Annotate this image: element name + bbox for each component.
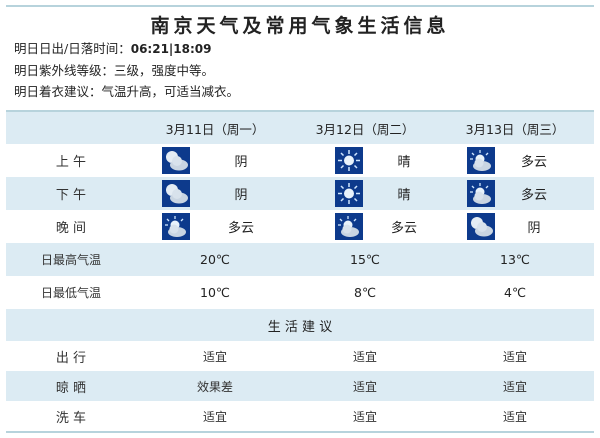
row-label: 下 午 — [55, 188, 87, 203]
row-label: 上 午 — [55, 155, 87, 170]
weather-text: 阴 — [234, 188, 248, 203]
row-morning: 上 午 阴 晴 多云 — [6, 144, 594, 177]
cloudy-icon — [162, 147, 190, 174]
weather-table: 3月11日（周一） 3月12日（周二） 3月13日（周三）上 午阴晴多云下 午阴晴多… — [6, 110, 594, 433]
advice-value: 适宜 — [352, 379, 377, 394]
weather-text: 晴 — [397, 155, 411, 170]
partly-cloudy-icon — [467, 180, 495, 207]
temp-value: 10℃ — [200, 285, 230, 300]
advice-header: 生 活 建 议 — [6, 309, 594, 341]
dress-info: 明日着衣建议：气温升高，可适当减衣。 — [14, 84, 240, 99]
weather-text: 阴 — [527, 221, 541, 236]
row-high: 日最高气温 20℃ 15℃ 13℃ — [6, 243, 594, 276]
cloudy-icon — [162, 180, 190, 207]
sun-value: 06:21|18:09 — [130, 42, 212, 56]
row-travel: 出 行 适宜 适宜 适宜 — [6, 341, 594, 371]
sunny-icon — [335, 147, 363, 174]
temp-value: 13℃ — [500, 252, 530, 267]
row-label: 出 行 — [55, 350, 87, 366]
row-label: 日最高气温 — [40, 253, 101, 267]
partly-cloudy-icon — [162, 213, 190, 240]
advice-title: 生 活 建 议 — [267, 319, 333, 335]
row-low: 日最低气温 10℃ 8℃ 4℃ — [6, 276, 594, 309]
page-title: 南京天气及常用气象生活信息 — [150, 15, 450, 37]
row-afternoon: 下 午 阴 晴 多云 — [6, 177, 594, 210]
advice-value: 适宜 — [352, 409, 377, 424]
row-carwash: 洗 车 适宜 适宜 适宜 — [6, 401, 594, 431]
weather-text: 多云 — [520, 155, 547, 170]
row-label: 晚 间 — [55, 221, 87, 236]
uv-info: 明日紫外线等级：三级，强度中等。 — [14, 63, 215, 78]
advice-value: 适宜 — [502, 349, 527, 364]
temp-value: 15℃ — [350, 252, 380, 267]
date-header: 3月13日（周三） — [465, 121, 565, 137]
weather-text: 多云 — [227, 221, 254, 236]
advice-value: 适宜 — [202, 409, 227, 424]
advice-value: 适宜 — [502, 409, 527, 424]
advice-value: 效果差 — [196, 379, 233, 394]
temp-value: 8℃ — [354, 285, 376, 300]
partly-cloudy-icon — [467, 147, 495, 174]
row-label: 晾 晒 — [55, 380, 87, 396]
sun-label: 明日日出/日落时间： — [14, 41, 131, 56]
partly-cloudy-icon — [335, 213, 363, 240]
row-evening: 晚 间 多云 多云 阴 — [6, 210, 594, 243]
advice-value: 适宜 — [202, 349, 227, 364]
sunny-icon — [335, 180, 363, 207]
top-divider — [6, 5, 594, 7]
temp-value: 4℃ — [504, 285, 526, 300]
advice-value: 适宜 — [352, 349, 377, 364]
weather-text: 阴 — [234, 155, 248, 170]
date-header: 3月12日（周二） — [315, 121, 415, 137]
weather-text: 多云 — [390, 221, 417, 236]
header-row: 3月11日（周一） 3月12日（周二） 3月13日（周三） — [6, 112, 594, 144]
advice-value: 适宜 — [502, 379, 527, 394]
date-header: 3月11日（周一） — [165, 121, 265, 137]
cloudy-icon — [467, 213, 495, 240]
row-label: 洗 车 — [55, 410, 87, 426]
sunrise-sunset: 明日日出/日落时间：06:21|18:09 — [14, 38, 212, 57]
temp-value: 20℃ — [200, 252, 230, 267]
weather-text: 晴 — [397, 188, 411, 203]
row-drying: 晾 晒 效果差 适宜 适宜 — [6, 371, 594, 401]
weather-text: 多云 — [520, 188, 547, 203]
row-label: 日最低气温 — [40, 286, 101, 300]
